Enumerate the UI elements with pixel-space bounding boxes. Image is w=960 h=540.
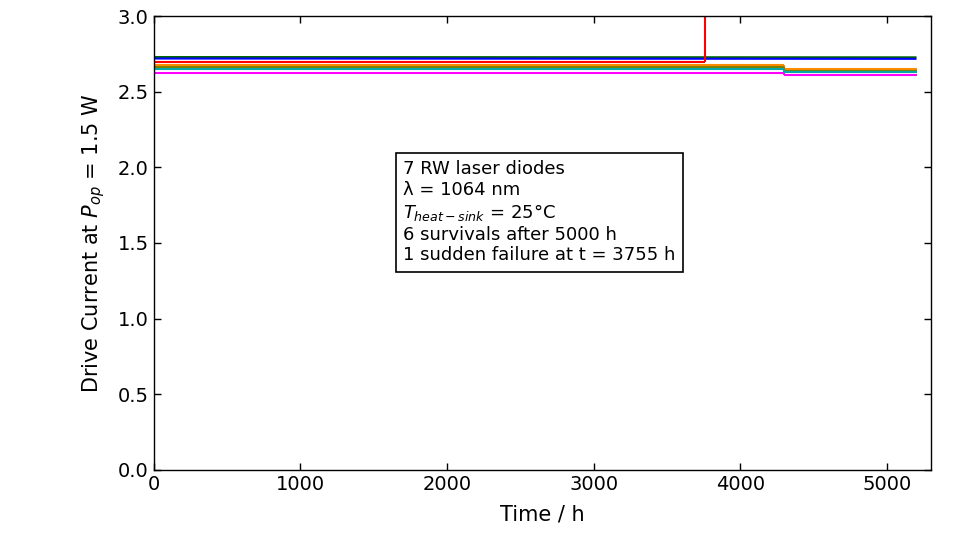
Y-axis label: Drive Current at $P_{op}$ = 1.5 W: Drive Current at $P_{op}$ = 1.5 W <box>80 93 107 393</box>
X-axis label: Time / h: Time / h <box>500 505 585 525</box>
Text: 7 RW laser diodes
λ = 1064 nm
$T_{heat-sink}$ = 25°C
6 survivals after 5000 h
1 : 7 RW laser diodes λ = 1064 nm $T_{heat-s… <box>403 160 676 265</box>
